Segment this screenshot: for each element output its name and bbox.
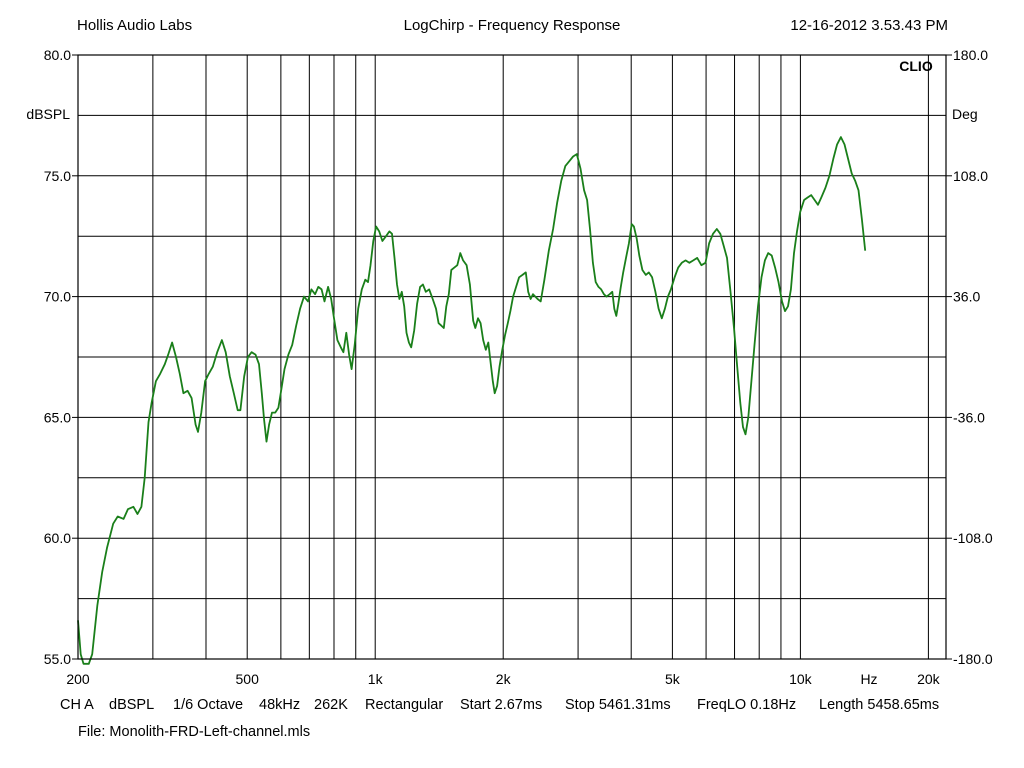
x-tick-label: 1k [368, 671, 384, 687]
y2-axis-label: Deg [952, 106, 978, 122]
grid-layer [72, 54, 952, 660]
y-tick-label: 65.0 [44, 409, 71, 425]
x-unit-label: Hz [860, 671, 877, 687]
x-tick-label: 10k [789, 671, 813, 687]
info-start: Start 2.67ms [460, 697, 543, 713]
info-length: Length 5458.65ms [819, 697, 940, 713]
y2-tick-label: -36.0 [953, 409, 985, 425]
info-unit: dBSPL [109, 697, 155, 713]
y-tick-label: 55.0 [44, 651, 71, 667]
y-tick-label: 80.0 [44, 47, 71, 63]
clio-brand-label: CLIO [899, 58, 933, 74]
info-size: 262K [314, 697, 348, 713]
y-tick-label: 75.0 [44, 168, 71, 184]
y-tick-label: 60.0 [44, 530, 71, 546]
info-freq-lo: FreqLO 0.18Hz [697, 697, 797, 713]
info-stop: Stop 5461.31ms [565, 697, 671, 713]
x-tick-label: 200 [66, 671, 90, 687]
x-tick-label: 5k [665, 671, 681, 687]
measurement-info-row: CH A dBSPL 1/6 Octave 48kHz 262K Rectang… [60, 697, 952, 715]
x-tick-label: 500 [236, 671, 260, 687]
plot-border [77, 54, 947, 660]
y2-tick-label: -180.0 [953, 651, 993, 667]
y2-tick-label: 36.0 [953, 289, 980, 305]
info-sample-rate: 48kHz [259, 697, 301, 713]
header-company: Hollis Audio Labs [77, 17, 193, 34]
file-name-line: File: Monolith-FRD-Left-channel.mls [78, 724, 311, 740]
y2-tick-label: 180.0 [953, 47, 988, 63]
axis-labels: 80.0 75.0 70.0 65.0 60.0 55.0 180.0 108.0 36.0 -3… [44, 47, 993, 687]
header-timestamp: 12-16-2012 3.53.43 PM [790, 17, 948, 34]
y-tick-label: 70.0 [44, 289, 71, 305]
x-tick-label: 2k [496, 671, 512, 687]
info-window: Rectangular [365, 697, 444, 713]
x-tick-label: 20k [917, 671, 941, 687]
plot-frame [77, 54, 947, 660]
frequency-response-trace [77, 136, 867, 665]
trace-layer [77, 136, 867, 665]
info-smoothing: 1/6 Octave [173, 697, 244, 713]
info-channel: CH A [60, 697, 94, 713]
y2-tick-label: 108.0 [953, 168, 988, 184]
y2-tick-label: -108.0 [953, 530, 993, 546]
y-axis-label: dBSPL [26, 106, 70, 122]
header-title: LogChirp - Frequency Response [403, 17, 621, 34]
